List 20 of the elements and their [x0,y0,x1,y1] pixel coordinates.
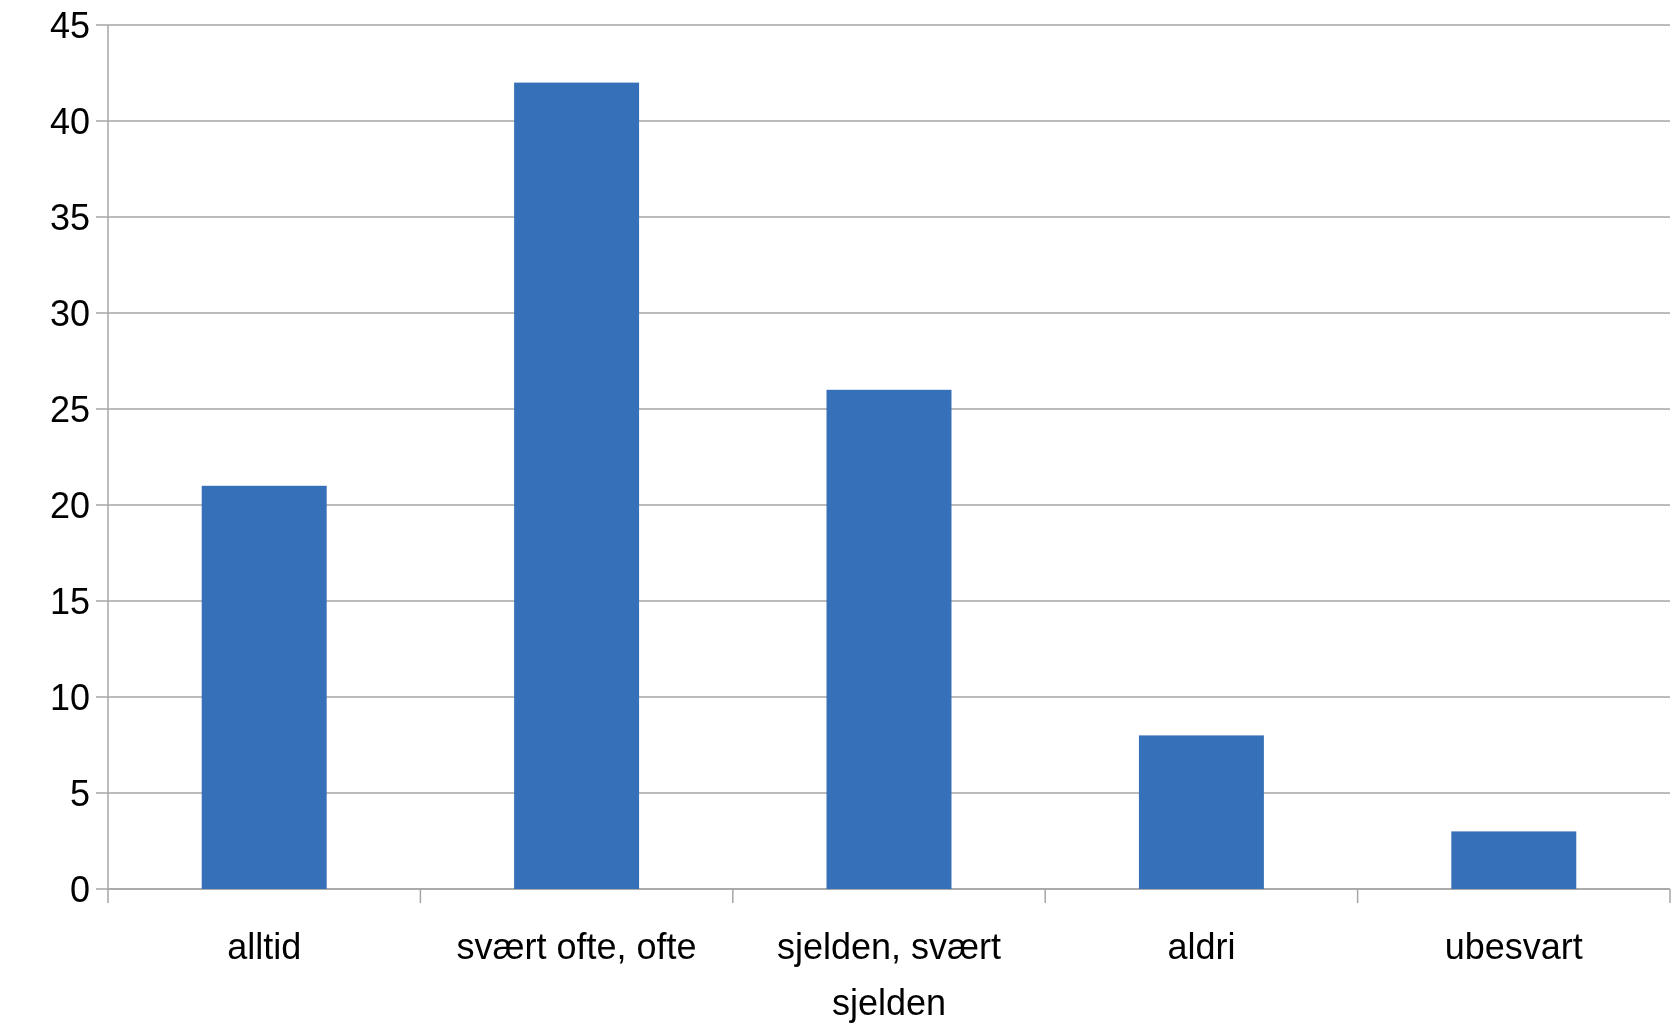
x-tick-label: sjelden, svært sjelden [776,926,1002,1023]
bar [514,82,640,889]
x-tick-label: ubesvart [1444,926,1583,967]
y-tick-label: 0 [69,868,90,910]
bar [826,389,952,889]
bar [201,485,327,889]
y-tick-label: 25 [49,388,90,430]
x-tick-label: aldri [1167,926,1236,967]
bar [1451,831,1577,889]
x-tick-label: svært ofte, ofte [456,926,697,967]
y-tick-label: 30 [49,292,90,334]
x-tick-label: alltid [227,926,302,967]
y-tick-label: 20 [49,484,90,526]
y-tick-label: 40 [49,100,90,142]
y-tick-label: 15 [49,580,90,622]
y-tick-label: 10 [49,676,90,718]
y-tick-label: 35 [49,196,90,238]
y-tick-label: 45 [49,4,90,46]
y-tick-label: 5 [69,772,90,814]
bar [1138,735,1264,889]
